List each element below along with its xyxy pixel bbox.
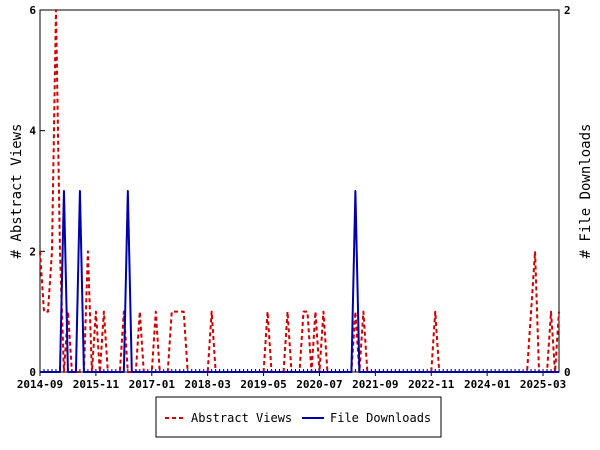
y-right-axis-title: # File Downloads [578,124,594,259]
legend-label-abstract-views: Abstract Views [191,411,292,425]
y-right-tick-label: 0 [564,366,571,379]
x-tick-label: 2018-03 [184,378,230,391]
legend: Abstract Views File Downloads [155,396,442,438]
legend-label-file-downloads: File Downloads [330,411,431,425]
series-line-file-downloads [40,190,559,373]
series-layer [39,9,560,373]
x-tick-label: 2022-11 [408,378,455,391]
y-left-tick-label: 0 [29,366,36,379]
x-tick-label: 2019-05 [240,378,286,391]
legend-box [155,396,442,438]
x-tick-label: 2025-03 [520,378,566,391]
plot-area [39,9,560,373]
y-left-tick-label: 2 [29,245,36,258]
x-tick-label: 2020-07 [296,378,342,391]
x-tick-label: 2024-01 [464,378,511,391]
y-left-tick-label: 6 [29,4,36,17]
y-left-axis-title: # Abstract Views [9,124,25,259]
y-left-tick-label: 4 [29,125,36,138]
x-tick-label: 2017-01 [129,378,176,391]
x-tick-label: 2014-09 [17,378,63,391]
x-tick-label: 2015-11 [73,378,120,391]
y-right-tick-label: 2 [564,4,571,17]
x-tick-label: 2021-09 [352,378,398,391]
x-ticks: 2014-09 2015-11 2017-01 2018-03 2019-05 2020-… [17,372,566,391]
